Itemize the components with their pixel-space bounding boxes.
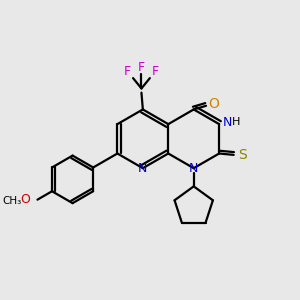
Text: O: O	[208, 98, 219, 111]
Text: CH₃: CH₃	[3, 196, 22, 206]
Text: F: F	[138, 61, 145, 74]
Text: S: S	[238, 148, 247, 162]
Text: F: F	[124, 65, 131, 78]
Text: N: N	[223, 116, 232, 129]
Text: N: N	[138, 162, 148, 175]
Text: N: N	[189, 162, 198, 175]
Text: F: F	[152, 65, 159, 78]
Text: O: O	[21, 193, 31, 206]
Text: H: H	[232, 117, 241, 128]
